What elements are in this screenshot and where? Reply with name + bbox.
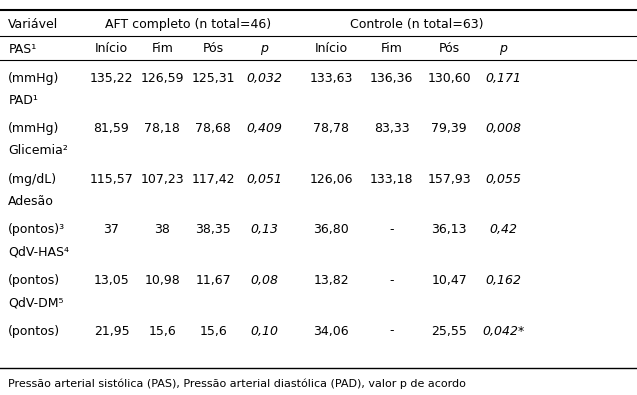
Text: AFT completo (n total=46): AFT completo (n total=46) [105,18,271,31]
Text: -: - [389,274,394,287]
Text: 125,31: 125,31 [192,72,235,85]
Text: 126,06: 126,06 [310,173,353,186]
Text: -: - [389,224,394,236]
Text: 0,10: 0,10 [250,325,278,337]
Text: 133,63: 133,63 [310,72,353,85]
Text: 107,23: 107,23 [141,173,184,186]
Text: 25,55: 25,55 [431,325,467,337]
Text: PAD¹: PAD¹ [8,94,38,107]
Text: 0,032: 0,032 [247,72,282,85]
Text: 11,67: 11,67 [196,274,231,287]
Text: Variável: Variável [8,18,59,31]
Text: 0,162: 0,162 [485,274,521,287]
Text: 115,57: 115,57 [90,173,133,186]
Text: -: - [389,325,394,337]
Text: Controle (n total=63): Controle (n total=63) [350,18,484,31]
Text: 83,33: 83,33 [374,122,410,135]
Text: 130,60: 130,60 [427,72,471,85]
Text: 38,35: 38,35 [196,224,231,236]
Text: Pós: Pós [438,43,460,55]
Text: p: p [261,43,268,55]
Text: Fim: Fim [152,43,173,55]
Text: 38: 38 [155,224,170,236]
Text: 78,18: 78,18 [145,122,180,135]
Text: 126,59: 126,59 [141,72,184,85]
Text: 10,47: 10,47 [431,274,467,287]
Text: 13,05: 13,05 [94,274,129,287]
Text: 0,008: 0,008 [485,122,521,135]
Text: (pontos)³: (pontos)³ [8,224,66,236]
Text: 157,93: 157,93 [427,173,471,186]
Text: (mg/dL): (mg/dL) [8,173,57,186]
Text: (pontos): (pontos) [8,325,61,337]
Text: QdV-DM⁵: QdV-DM⁵ [8,296,64,309]
Text: Glicemia²: Glicemia² [8,145,68,157]
Text: Pressão arterial sistólica (PAS), Pressão arterial diastólica (PAD), valor p de : Pressão arterial sistólica (PAS), Pressã… [8,378,466,389]
Text: 34,06: 34,06 [313,325,349,337]
Text: (mmHg): (mmHg) [8,122,60,135]
Text: 81,59: 81,59 [94,122,129,135]
Text: 0,42: 0,42 [489,224,517,236]
Text: QdV-HAS⁴: QdV-HAS⁴ [8,246,69,258]
Text: 37: 37 [104,224,119,236]
Text: 36,80: 36,80 [313,224,349,236]
Text: 15,6: 15,6 [199,325,227,337]
Text: 0,13: 0,13 [250,224,278,236]
Text: Início: Início [315,43,348,55]
Text: p: p [499,43,507,55]
Text: Pós: Pós [203,43,224,55]
Text: 0,051: 0,051 [247,173,282,186]
Text: 0,08: 0,08 [250,274,278,287]
Text: 36,13: 36,13 [431,224,467,236]
Text: 79,39: 79,39 [431,122,467,135]
Text: (mmHg): (mmHg) [8,72,60,85]
Text: 136,36: 136,36 [370,72,413,85]
Text: 78,68: 78,68 [196,122,231,135]
Text: 133,18: 133,18 [370,173,413,186]
Text: 135,22: 135,22 [90,72,133,85]
Text: 117,42: 117,42 [192,173,235,186]
Text: 21,95: 21,95 [94,325,129,337]
Text: Fim: Fim [381,43,403,55]
Text: 0,171: 0,171 [485,72,521,85]
Text: Início: Início [95,43,128,55]
Text: 0,055: 0,055 [485,173,521,186]
Text: 0,042*: 0,042* [482,325,524,337]
Text: 10,98: 10,98 [145,274,180,287]
Text: PAS¹: PAS¹ [8,43,36,56]
Text: (pontos): (pontos) [8,274,61,287]
Text: 78,78: 78,78 [313,122,349,135]
Text: 15,6: 15,6 [148,325,176,337]
Text: 0,409: 0,409 [247,122,282,135]
Text: Adesão: Adesão [8,195,54,208]
Text: 13,82: 13,82 [313,274,349,287]
